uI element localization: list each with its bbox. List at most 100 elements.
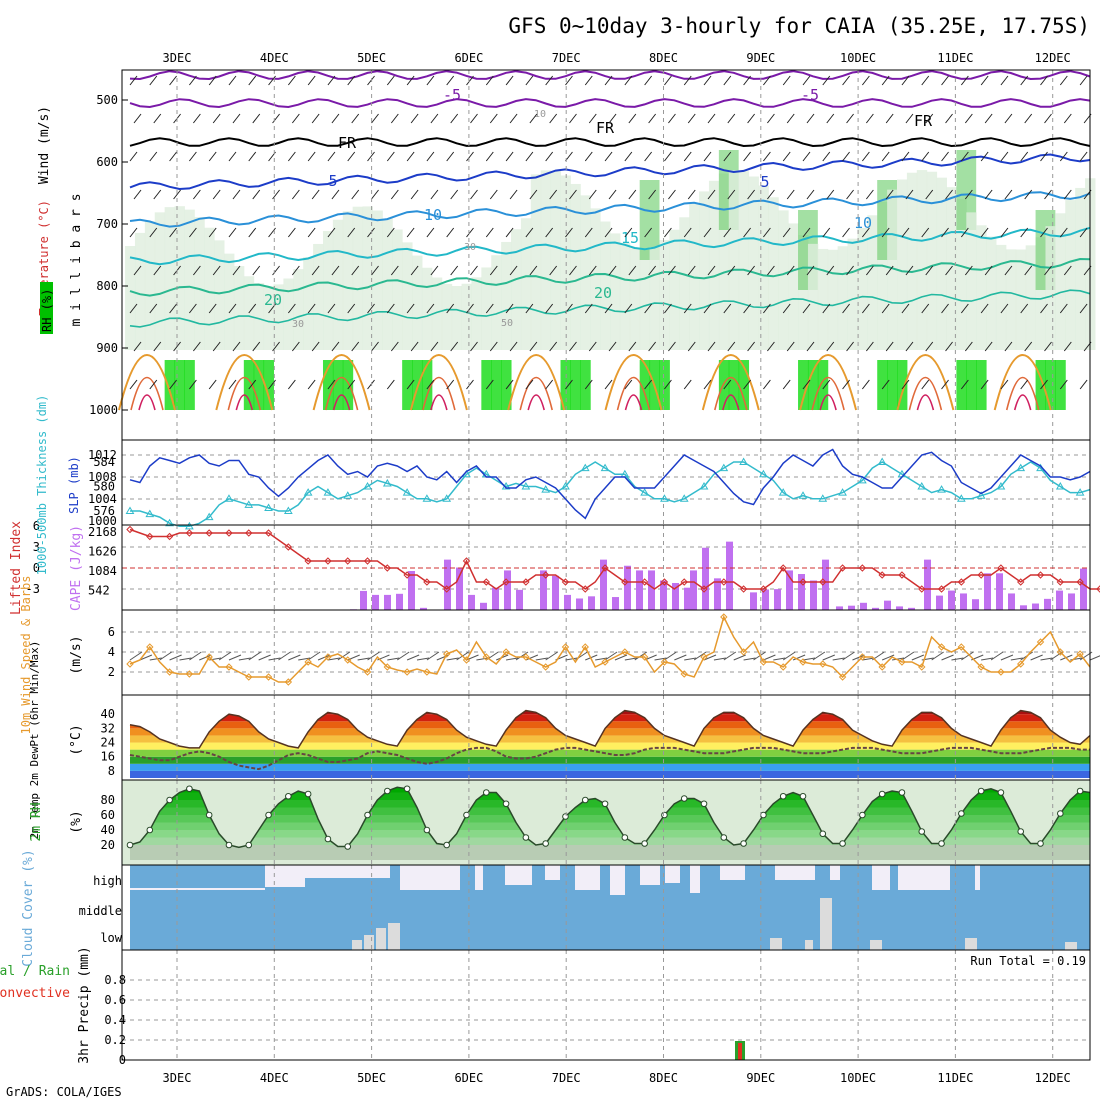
rh2m-unit-label: (%) (69, 810, 84, 833)
wind10m-barb (703, 654, 717, 661)
wind10m-barb (604, 651, 618, 661)
wind-barb (129, 379, 138, 390)
wind10m-speed-point (462, 656, 471, 664)
cape-bar (600, 559, 607, 610)
rh-shade-high (263, 360, 275, 410)
wind-barb (188, 151, 197, 162)
temp-contour-40 (624, 394, 643, 411)
wind10m-barb (337, 651, 351, 661)
wind-barb (604, 303, 613, 314)
rh-shade (976, 225, 987, 350)
day-label-bottom: 6DEC (454, 1071, 483, 1085)
rh2m-point (324, 835, 332, 843)
cloud-high (665, 865, 680, 883)
temp-contour-30 (993, 354, 1052, 411)
wind-barb (782, 227, 791, 238)
rh2m-point (443, 841, 451, 849)
wind-barb (786, 113, 795, 124)
wind-barb (133, 265, 142, 276)
wind10m-barb (367, 651, 380, 661)
wind10m-axis-label: 10m Wind Speed & Barbs (19, 576, 33, 735)
wind-barb (608, 113, 617, 124)
wind-barb (192, 113, 201, 124)
rh-shade (530, 174, 542, 350)
wind-barb (1020, 75, 1029, 86)
wind-barb (1079, 151, 1088, 162)
wind-barb (980, 227, 989, 238)
rh-shade-high (728, 360, 740, 410)
wind-barb (763, 303, 771, 314)
rh-shade (649, 247, 660, 350)
wind-barb (173, 189, 181, 200)
rh-shade (817, 248, 829, 350)
wind-barb (1059, 151, 1068, 162)
rh-shade-high (174, 360, 185, 410)
lifted-index-point (799, 578, 807, 586)
wind10m-barb (298, 657, 311, 661)
rh2m-axis-label: 2m RH (29, 802, 44, 841)
rh2m-point (502, 800, 510, 808)
wind-barb (1020, 227, 1029, 238)
wind-barb (1024, 265, 1033, 276)
wind-barb (584, 151, 593, 162)
rh2m-point (938, 840, 945, 847)
rh-shade (520, 218, 532, 350)
wind10m-barb (159, 651, 172, 661)
rh-shade (600, 221, 611, 350)
temp-contour-30 (118, 354, 176, 411)
precip-unit-label: 3hr Precip (mm) (77, 946, 92, 1063)
thickness-point (244, 500, 254, 508)
rh-shade (342, 211, 354, 350)
cape-bar (468, 594, 475, 610)
wind10m-speed-point (700, 653, 708, 661)
wind10m-speed-point (957, 643, 966, 651)
wind-barb (921, 227, 930, 238)
rh-shade-high (421, 360, 433, 410)
wind-barb (529, 189, 538, 200)
wind-barb (569, 189, 577, 200)
cape-bar (1032, 603, 1039, 610)
wind-barb (1004, 265, 1013, 276)
cape-bar (492, 587, 499, 610)
wind-barb (525, 151, 534, 162)
cape-bar (408, 571, 415, 610)
wind-barb (1000, 303, 1009, 314)
wind-barb (248, 151, 257, 162)
wind-barb (287, 303, 296, 314)
lifted-index-point (442, 585, 451, 593)
wind-barb (964, 341, 973, 352)
thickness-point (125, 506, 135, 514)
cape-bar (360, 590, 367, 610)
day-label-bottom: 9DEC (746, 1071, 775, 1085)
rh-shade (382, 218, 393, 350)
cloud-low (870, 940, 882, 950)
wind-barb (941, 379, 949, 390)
wind-barb (133, 189, 142, 200)
wind-barb (489, 113, 498, 124)
wind-barb (489, 189, 498, 200)
wind-barb (232, 113, 241, 124)
wind-barb (149, 75, 158, 86)
wind-barb (984, 113, 993, 124)
rh-shade (550, 170, 562, 350)
wind-barb (505, 75, 514, 86)
wind10m-barb (743, 657, 756, 661)
lifted-index-point (324, 557, 332, 565)
cape-bar (456, 567, 463, 610)
wind-barb (169, 151, 177, 162)
cape-bar (822, 559, 829, 610)
lifted-index-point (383, 564, 392, 572)
wind-barb (188, 379, 197, 390)
wind-barb (723, 75, 732, 86)
wind-barb (1040, 151, 1048, 162)
wind-barb (648, 189, 657, 200)
wind-barb (371, 341, 379, 352)
wind-barb (782, 75, 791, 86)
wind-barb (964, 113, 973, 124)
wind10m-speed-point (799, 658, 807, 666)
wind10m-barb (218, 651, 232, 661)
wind-barb (470, 189, 478, 200)
rh-shade (352, 206, 364, 350)
wind-barb (588, 113, 597, 124)
li-tick-label: 0 (33, 561, 40, 575)
